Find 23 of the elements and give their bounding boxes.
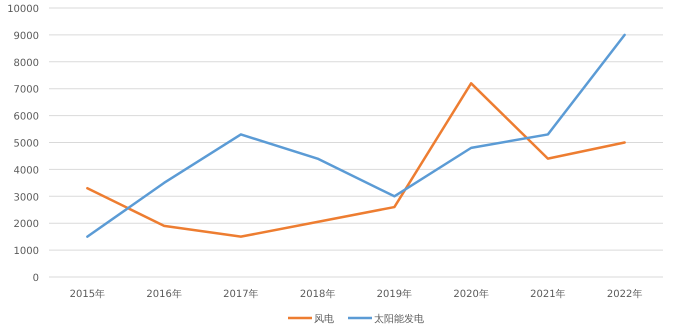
- y-tick-label: 2000: [14, 219, 39, 230]
- y-tick-label: 1000: [14, 246, 39, 258]
- y-tick-label: 3000: [14, 192, 39, 204]
- y-tick-label: 4000: [14, 165, 39, 176]
- y-tick-label: 9000: [14, 30, 39, 42]
- legend-label: 太阳能发电: [374, 313, 424, 325]
- y-tick-label: 7000: [14, 84, 39, 96]
- x-tick-label: 2015年: [70, 288, 106, 300]
- y-tick-label: 8000: [14, 58, 39, 69]
- x-tick-label: 2019年: [376, 288, 412, 300]
- x-tick-label: 2021年: [530, 288, 566, 300]
- y-tick-label: 5000: [14, 138, 39, 150]
- line-series: [86, 82, 626, 238]
- x-tick-label: 2018年: [300, 288, 336, 300]
- y-tick-label: 10000: [7, 4, 39, 15]
- x-tick-label: 2017年: [223, 288, 259, 300]
- legend-label: 风电: [314, 313, 334, 325]
- x-tick-label: 2016年: [146, 288, 182, 300]
- line-series: [86, 34, 626, 238]
- y-tick-label: 0: [32, 273, 39, 284]
- x-tick-label: 2022年: [606, 288, 642, 300]
- y-tick-label: 6000: [14, 112, 39, 123]
- x-tick-label: 2020年: [453, 288, 489, 300]
